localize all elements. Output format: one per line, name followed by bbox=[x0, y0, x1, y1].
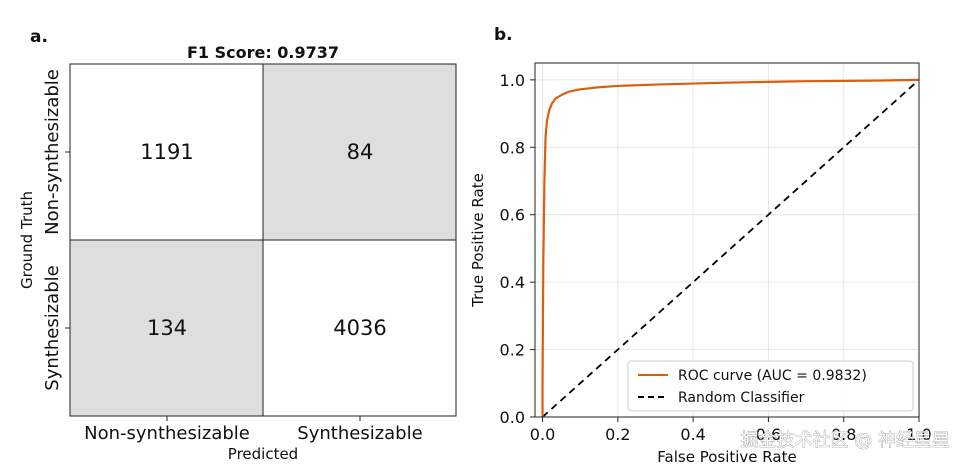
watermark: 掘金技术社区 @ 神经星星 bbox=[741, 430, 950, 451]
roc-frame bbox=[534, 62, 920, 418]
confusion-matrix-title: F1 Score: 0.9737 bbox=[187, 43, 339, 62]
roc-ytick-label: 0.2 bbox=[500, 341, 525, 360]
legend-box bbox=[627, 360, 914, 412]
roc-xtick-label: 1.0 bbox=[906, 425, 931, 444]
roc-xlabel: False Positive Rate bbox=[657, 448, 796, 466]
random-classifier-line bbox=[541, 79, 920, 418]
roc-ytick-label: 0.8 bbox=[500, 138, 525, 157]
legend-label-random: Random Classifier bbox=[678, 390, 805, 406]
roc-ylabel: True Positive Rate bbox=[469, 173, 487, 308]
cm-frame bbox=[69, 63, 457, 417]
cm-cell-tp bbox=[263, 240, 456, 416]
cm-xtick-label: Synthesizable bbox=[297, 423, 422, 444]
cm-value-tn: 1191 bbox=[140, 140, 193, 164]
roc-xtick-label: 0.4 bbox=[680, 425, 705, 444]
roc-legend: ROC curve (AUC = 0.9832) Random Classifi… bbox=[627, 360, 914, 412]
cm-ytick-label: Synthesizable bbox=[42, 265, 63, 390]
cm-value-fn: 134 bbox=[147, 316, 187, 340]
cm-value-fp: 84 bbox=[347, 140, 374, 164]
cm-ytick-label: Non-synthesizable bbox=[42, 69, 63, 235]
roc-xtick-label: 0.0 bbox=[530, 425, 555, 444]
roc-ytick-label: 0.4 bbox=[500, 273, 525, 292]
cm-cell-fn bbox=[70, 240, 263, 416]
roc-chart: 0.0 0.2 0.4 0.6 0.8 1.0 0.0 0.2 0.4 0.6 0.8 1.0 Fal… bbox=[469, 62, 932, 466]
panel-label-b: b. bbox=[494, 25, 513, 45]
cm-xtick-label: Non-synthesizable bbox=[84, 423, 250, 444]
roc-xtick-label: 0.8 bbox=[831, 425, 856, 444]
cm-xlabel: Predicted bbox=[228, 445, 298, 463]
confusion-matrix: F1 Score: 0.9737 1191 84 134 4036 Non-sy… bbox=[18, 43, 457, 463]
cm-cell-fp bbox=[263, 64, 456, 240]
cm-value-tp: 4036 bbox=[333, 316, 386, 340]
cm-cell-tn bbox=[70, 64, 263, 240]
roc-ytick-label: 1.0 bbox=[500, 71, 525, 90]
roc-series bbox=[541, 78, 920, 418]
roc-ytick-label: 0.0 bbox=[500, 408, 525, 427]
roc-curve-line bbox=[541, 78, 920, 417]
cm-ylabel: Ground Truth bbox=[18, 191, 36, 289]
roc-xtick-label: 0.6 bbox=[756, 425, 781, 444]
legend-label-roc: ROC curve (AUC = 0.9832) bbox=[678, 368, 867, 384]
roc-ticks: 0.0 0.2 0.4 0.6 0.8 1.0 0.0 0.2 0.4 0.6 0.8 1.0 bbox=[500, 71, 932, 444]
roc-xtick-label: 0.2 bbox=[605, 425, 630, 444]
panel-label-a: a. bbox=[30, 27, 48, 47]
roc-ytick-label: 0.6 bbox=[500, 206, 525, 225]
